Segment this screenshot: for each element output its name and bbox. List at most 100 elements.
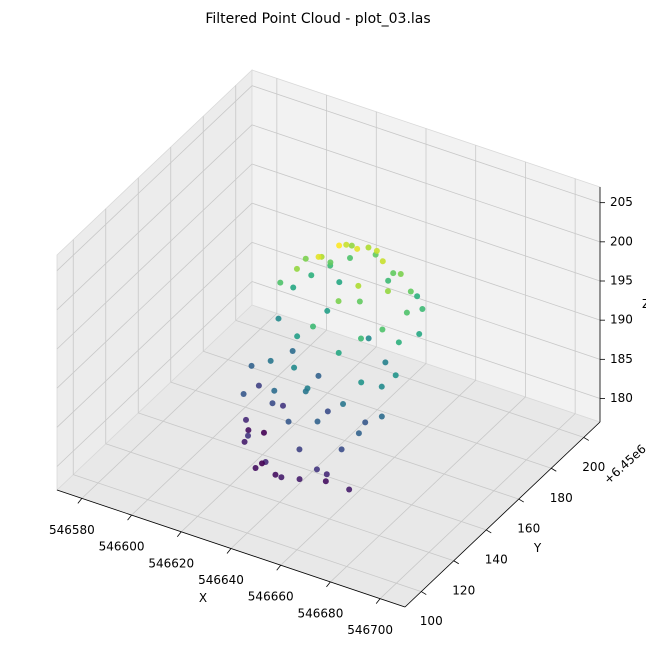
- grid-line: [56, 163, 253, 350]
- point: [296, 476, 303, 483]
- grid-line: [56, 281, 253, 467]
- point: [362, 419, 369, 426]
- x-axis-label: X: [199, 591, 207, 605]
- y-tick-label: 120: [452, 583, 475, 597]
- point: [407, 288, 414, 295]
- tick-mark: [226, 548, 232, 554]
- point: [255, 382, 262, 389]
- z-tick-label: 190: [610, 313, 633, 327]
- x-tick-label: 546640: [198, 573, 244, 587]
- point: [245, 432, 252, 439]
- point: [390, 270, 397, 277]
- point: [258, 460, 265, 467]
- point: [340, 400, 347, 407]
- point: [272, 471, 279, 478]
- point: [338, 446, 345, 453]
- grid-line: [230, 363, 427, 549]
- grid-line: [81, 313, 278, 499]
- tick-mark: [326, 581, 331, 588]
- grid-line: [131, 329, 327, 516]
- point: [343, 241, 350, 248]
- point: [271, 387, 278, 394]
- point: [355, 282, 362, 289]
- grid-line: [251, 85, 601, 204]
- point: [269, 400, 276, 407]
- point: [365, 244, 372, 251]
- grid-line: [379, 413, 576, 599]
- grid-line: [330, 396, 526, 583]
- grid-line: [170, 381, 519, 500]
- grid-line: [251, 241, 601, 360]
- tick-mark: [77, 498, 83, 504]
- point: [378, 383, 385, 390]
- point: [379, 326, 386, 333]
- point: [346, 486, 353, 493]
- point: [241, 438, 248, 445]
- point: [252, 465, 259, 472]
- x-axis-line: [56, 489, 406, 608]
- point: [384, 288, 391, 295]
- point: [315, 253, 322, 260]
- tick-mark: [583, 437, 589, 441]
- point: [267, 357, 274, 364]
- point: [336, 242, 343, 249]
- point: [279, 402, 286, 409]
- z-axis-label: Z: [642, 297, 646, 311]
- point: [322, 478, 329, 485]
- point: [278, 474, 285, 481]
- grid-line: [73, 474, 422, 592]
- point: [302, 388, 309, 395]
- x-tick-label: 546600: [99, 540, 145, 554]
- y-tick-label: 140: [485, 552, 508, 566]
- grid-line: [251, 124, 601, 243]
- point: [277, 279, 284, 286]
- point: [397, 271, 404, 278]
- x-tick-label: 546580: [49, 523, 95, 537]
- tick-mark: [421, 591, 427, 595]
- point: [310, 323, 317, 330]
- point: [373, 247, 380, 254]
- point: [348, 242, 355, 249]
- point: [392, 372, 399, 379]
- tick-mark: [176, 531, 182, 538]
- point: [313, 466, 320, 473]
- grid-line: [56, 202, 253, 389]
- grid-line: [251, 202, 601, 321]
- point: [354, 245, 361, 252]
- grid-line: [138, 412, 487, 531]
- point: [315, 372, 322, 379]
- y-tick-label: 200: [582, 460, 605, 474]
- point: [290, 284, 297, 291]
- point: [260, 429, 267, 436]
- point: [291, 364, 298, 371]
- point: [327, 259, 334, 266]
- z-tick-label: 180: [610, 391, 633, 405]
- point: [302, 255, 309, 262]
- point: [285, 418, 292, 425]
- x-tick-label: 546620: [148, 556, 194, 570]
- x-tick-label: 546680: [298, 606, 344, 620]
- tick-mark: [276, 564, 282, 571]
- point: [324, 408, 331, 415]
- point: [240, 391, 247, 398]
- point: [324, 307, 331, 314]
- point: [358, 335, 365, 342]
- point: [296, 446, 303, 453]
- tick-mark: [127, 514, 132, 521]
- point: [419, 305, 426, 312]
- grid-line: [251, 281, 601, 399]
- point: [365, 335, 372, 342]
- grid-line: [251, 163, 601, 282]
- point: [293, 265, 300, 272]
- point: [347, 255, 354, 262]
- tick-mark: [375, 598, 381, 604]
- z-tick-label: 205: [610, 195, 633, 209]
- point: [403, 309, 410, 316]
- x-tick-label: 546660: [248, 590, 294, 604]
- y-tick-label: 100: [420, 614, 443, 628]
- z-tick-label: 195: [610, 274, 633, 288]
- grid-line: [56, 85, 253, 271]
- tick-mark: [518, 498, 524, 503]
- y-axis-line: [404, 421, 601, 608]
